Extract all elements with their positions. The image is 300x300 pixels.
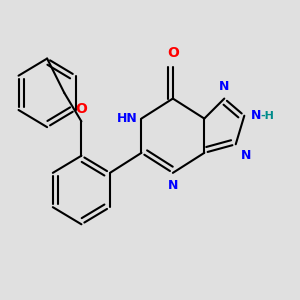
Text: HN: HN [117,112,138,125]
Text: O: O [76,102,87,116]
Text: O: O [167,46,179,60]
Text: N: N [168,179,178,192]
Text: N: N [219,80,230,93]
Text: N: N [241,149,251,162]
Text: -H: -H [260,111,274,121]
Text: N: N [250,109,261,122]
